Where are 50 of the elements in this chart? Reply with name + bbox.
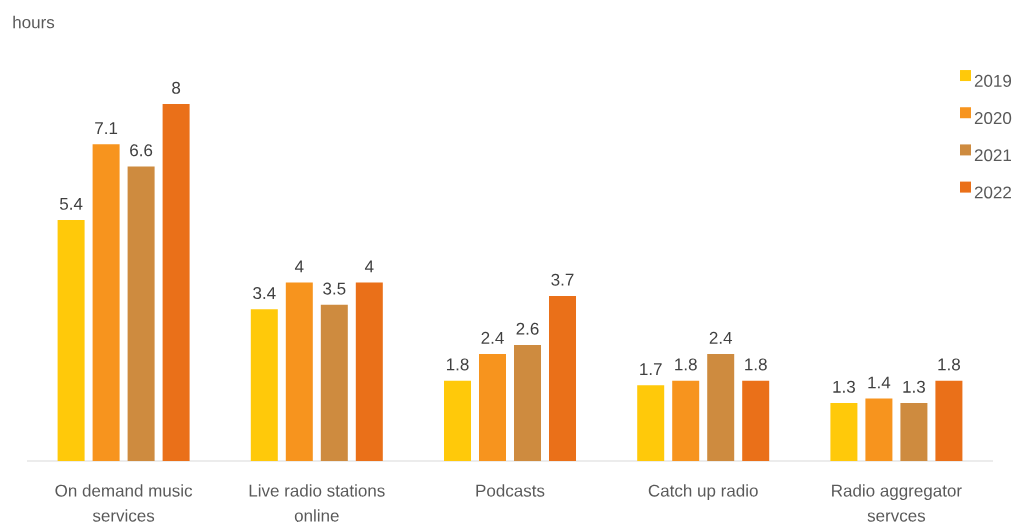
data-label: 1.8 (938, 358, 960, 371)
bar (355, 282, 383, 461)
data-label: 2.6 (516, 322, 539, 335)
bar (549, 295, 577, 461)
bar (285, 282, 313, 461)
data-label: 5.4 (59, 197, 83, 210)
data-label: 3.5 (323, 282, 346, 295)
data-label: 3.4 (253, 287, 276, 300)
bar (250, 309, 278, 461)
bar (444, 380, 472, 461)
data-label: 1.8 (675, 358, 697, 371)
bar (320, 304, 348, 461)
data-label: 3.7 (551, 273, 574, 286)
bar (514, 344, 542, 461)
data-label: 6.6 (130, 144, 153, 157)
bar (900, 402, 928, 461)
bar (57, 220, 85, 461)
x-tick-label: On demand music services (55, 484, 193, 522)
bar (935, 380, 963, 461)
legend-label: 2020 (974, 112, 1012, 125)
data-label: 1.3 (903, 380, 925, 393)
x-tick-label: Live radio stations online (249, 484, 385, 522)
bar (479, 353, 506, 461)
bar (162, 104, 190, 461)
bar (637, 385, 665, 461)
data-label: 7.1 (95, 122, 118, 134)
data-label: 8 (172, 81, 181, 94)
bar (127, 166, 155, 461)
data-label: 4 (364, 260, 374, 273)
x-tick-label: Catch up radio (648, 484, 758, 501)
y-axis-title: hours (13, 15, 55, 29)
data-label: 1.8 (745, 358, 767, 371)
data-label: 2.4 (709, 331, 733, 344)
bar (830, 402, 858, 461)
bar (742, 380, 770, 461)
data-label: 1.4 (868, 376, 891, 389)
bar (865, 398, 893, 461)
bar (707, 353, 735, 461)
x-tick-label: Podcasts (476, 484, 545, 497)
x-tick-label: Radio aggregator servces (832, 484, 962, 522)
legend-label: 2019 (974, 74, 1012, 87)
legend-label: 2021 (974, 149, 1011, 162)
bar (92, 144, 120, 461)
data-label: 1.3 (833, 380, 855, 393)
legend-label: 2022 (974, 186, 1011, 199)
data-label: 2.4 (481, 331, 504, 344)
data-label: 4 (294, 260, 304, 273)
data-label: 1.8 (446, 358, 469, 371)
bar (672, 380, 700, 461)
data-label: 1.7 (640, 363, 662, 375)
